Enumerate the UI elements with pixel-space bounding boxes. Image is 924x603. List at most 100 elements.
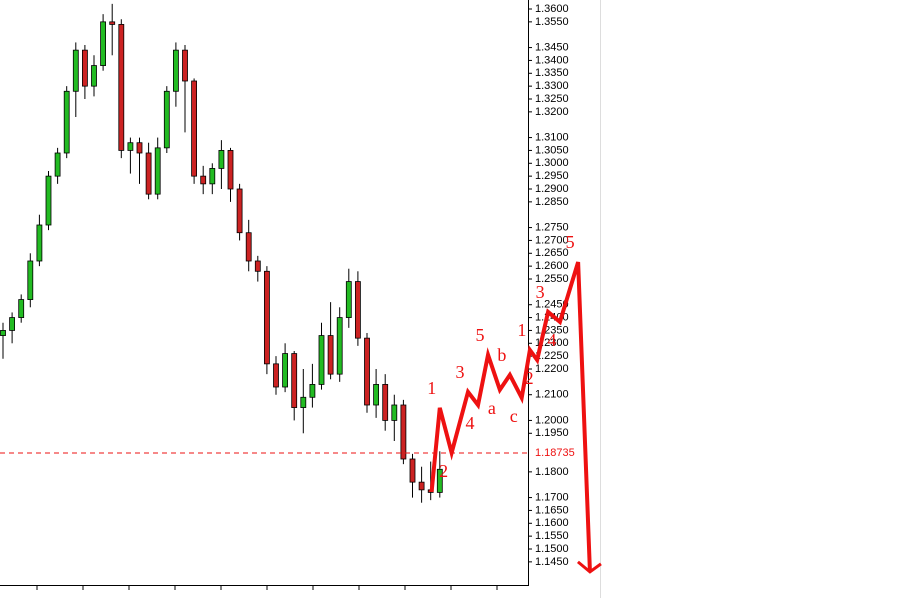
y-tick-label: 1.1500 bbox=[535, 543, 569, 555]
candle-body bbox=[254, 260, 261, 272]
candle-body bbox=[436, 468, 443, 493]
wave-label: 4 bbox=[547, 330, 556, 350]
y-tick-label: 1.1950 bbox=[535, 427, 569, 439]
candle-body bbox=[91, 65, 97, 87]
candle-body bbox=[400, 404, 407, 460]
candle-body bbox=[273, 363, 279, 388]
candle-body bbox=[145, 152, 152, 195]
candle-body bbox=[163, 90, 170, 149]
candle-body bbox=[27, 260, 34, 300]
candle-body bbox=[54, 152, 61, 177]
candle-body bbox=[100, 21, 106, 66]
wave-label: 4 bbox=[466, 413, 475, 433]
y-tick-label: 1.3350 bbox=[535, 67, 569, 79]
candle-body bbox=[127, 142, 134, 151]
wave-label: 5 bbox=[476, 325, 485, 345]
y-tick-label: 1.1600 bbox=[535, 517, 569, 529]
y-tick-label: 1.2600 bbox=[535, 260, 569, 272]
candle-body bbox=[382, 384, 389, 421]
candle-body bbox=[9, 317, 16, 331]
candle-body bbox=[182, 49, 188, 82]
y-tick-label: 1.3200 bbox=[535, 106, 569, 118]
y-tick-label: 1.3250 bbox=[535, 93, 569, 105]
y-tick-label: 1.2200 bbox=[535, 363, 569, 375]
candle-body bbox=[373, 384, 380, 406]
y-tick-label: 1.2450 bbox=[535, 299, 569, 311]
candle-body bbox=[345, 281, 352, 318]
candle-body bbox=[354, 281, 361, 339]
wave-label: 3 bbox=[456, 362, 465, 382]
candle-body bbox=[309, 384, 316, 398]
candle-body bbox=[191, 80, 198, 177]
y-tick-label: 1.2950 bbox=[535, 170, 569, 182]
y-tick-label: 1.2100 bbox=[535, 389, 569, 401]
candle-body bbox=[391, 404, 398, 421]
candle-body bbox=[18, 299, 25, 318]
candle-body bbox=[0, 330, 6, 336]
candle-body bbox=[418, 481, 425, 491]
y-tick-label: 1.3450 bbox=[535, 41, 569, 53]
candle-body bbox=[236, 188, 243, 234]
candle-body bbox=[45, 175, 52, 226]
candle-body bbox=[36, 224, 43, 262]
y-tick-label: 1.1550 bbox=[535, 530, 569, 542]
wave-label: c bbox=[510, 406, 518, 426]
wave-arrowhead bbox=[576, 560, 602, 574]
candle-body bbox=[291, 353, 298, 408]
candle-body bbox=[364, 337, 370, 406]
y-tick-label: 1.1450 bbox=[535, 556, 569, 568]
candle-body bbox=[263, 270, 270, 365]
wave-label: 1 bbox=[517, 320, 526, 340]
y-tick-label: 1.2250 bbox=[535, 350, 569, 362]
candle-body bbox=[409, 458, 416, 483]
y-tick-label: 1.1650 bbox=[535, 504, 569, 516]
candle-body bbox=[209, 168, 216, 185]
candle-body bbox=[200, 175, 207, 185]
candle-body bbox=[172, 49, 179, 92]
wave-path bbox=[429, 261, 592, 572]
wave-label: 5 bbox=[566, 232, 575, 252]
candle-body bbox=[282, 353, 289, 388]
y-tick-label: 1.3300 bbox=[535, 80, 569, 92]
candle-body bbox=[136, 142, 143, 154]
x-ticks bbox=[36, 585, 498, 590]
y-tick-label: 1.2650 bbox=[535, 247, 569, 259]
y-tick-label: 1.1700 bbox=[535, 491, 569, 503]
wave-label: 2 bbox=[439, 461, 448, 481]
y-tick-label: 1.3550 bbox=[535, 16, 569, 28]
candle-body bbox=[109, 21, 116, 25]
y-tick-label: 1.3600 bbox=[535, 3, 569, 15]
y-tick-label: 1.3050 bbox=[535, 144, 569, 156]
candle-body bbox=[327, 335, 334, 375]
wave-label: a bbox=[488, 398, 496, 418]
candle-body bbox=[118, 24, 125, 151]
level-label-box bbox=[530, 445, 586, 460]
wave-label: 3 bbox=[536, 282, 545, 302]
candle-body bbox=[227, 150, 234, 190]
wave-label: b bbox=[497, 345, 506, 365]
y-tick-label: 1.2850 bbox=[535, 196, 569, 208]
level-label: 1.18735 bbox=[535, 447, 575, 459]
y-tick-label: 1.2900 bbox=[535, 183, 569, 195]
y-tick-label: 1.3100 bbox=[535, 131, 569, 143]
wave-label: 2 bbox=[525, 368, 534, 388]
candle-body bbox=[63, 90, 70, 154]
y-tick-label: 1.2550 bbox=[535, 273, 569, 285]
wave-label: 1 bbox=[427, 378, 436, 398]
candle-body bbox=[218, 150, 225, 169]
y-tick-label: 1.2750 bbox=[535, 221, 569, 233]
candle-body bbox=[318, 335, 325, 385]
candle-body bbox=[336, 317, 343, 375]
y-tick-label: 1.3000 bbox=[535, 157, 569, 169]
candle-body bbox=[245, 232, 252, 262]
y-tick-label: 1.3400 bbox=[535, 54, 569, 66]
candle-body bbox=[72, 49, 79, 92]
candle-body bbox=[300, 396, 307, 408]
candle-body bbox=[154, 147, 161, 195]
y-tick-label: 1.1800 bbox=[535, 466, 569, 478]
candle-body bbox=[82, 49, 88, 87]
y-tick-label: 1.2000 bbox=[535, 414, 569, 426]
y-tick-label: 1.2700 bbox=[535, 234, 569, 246]
